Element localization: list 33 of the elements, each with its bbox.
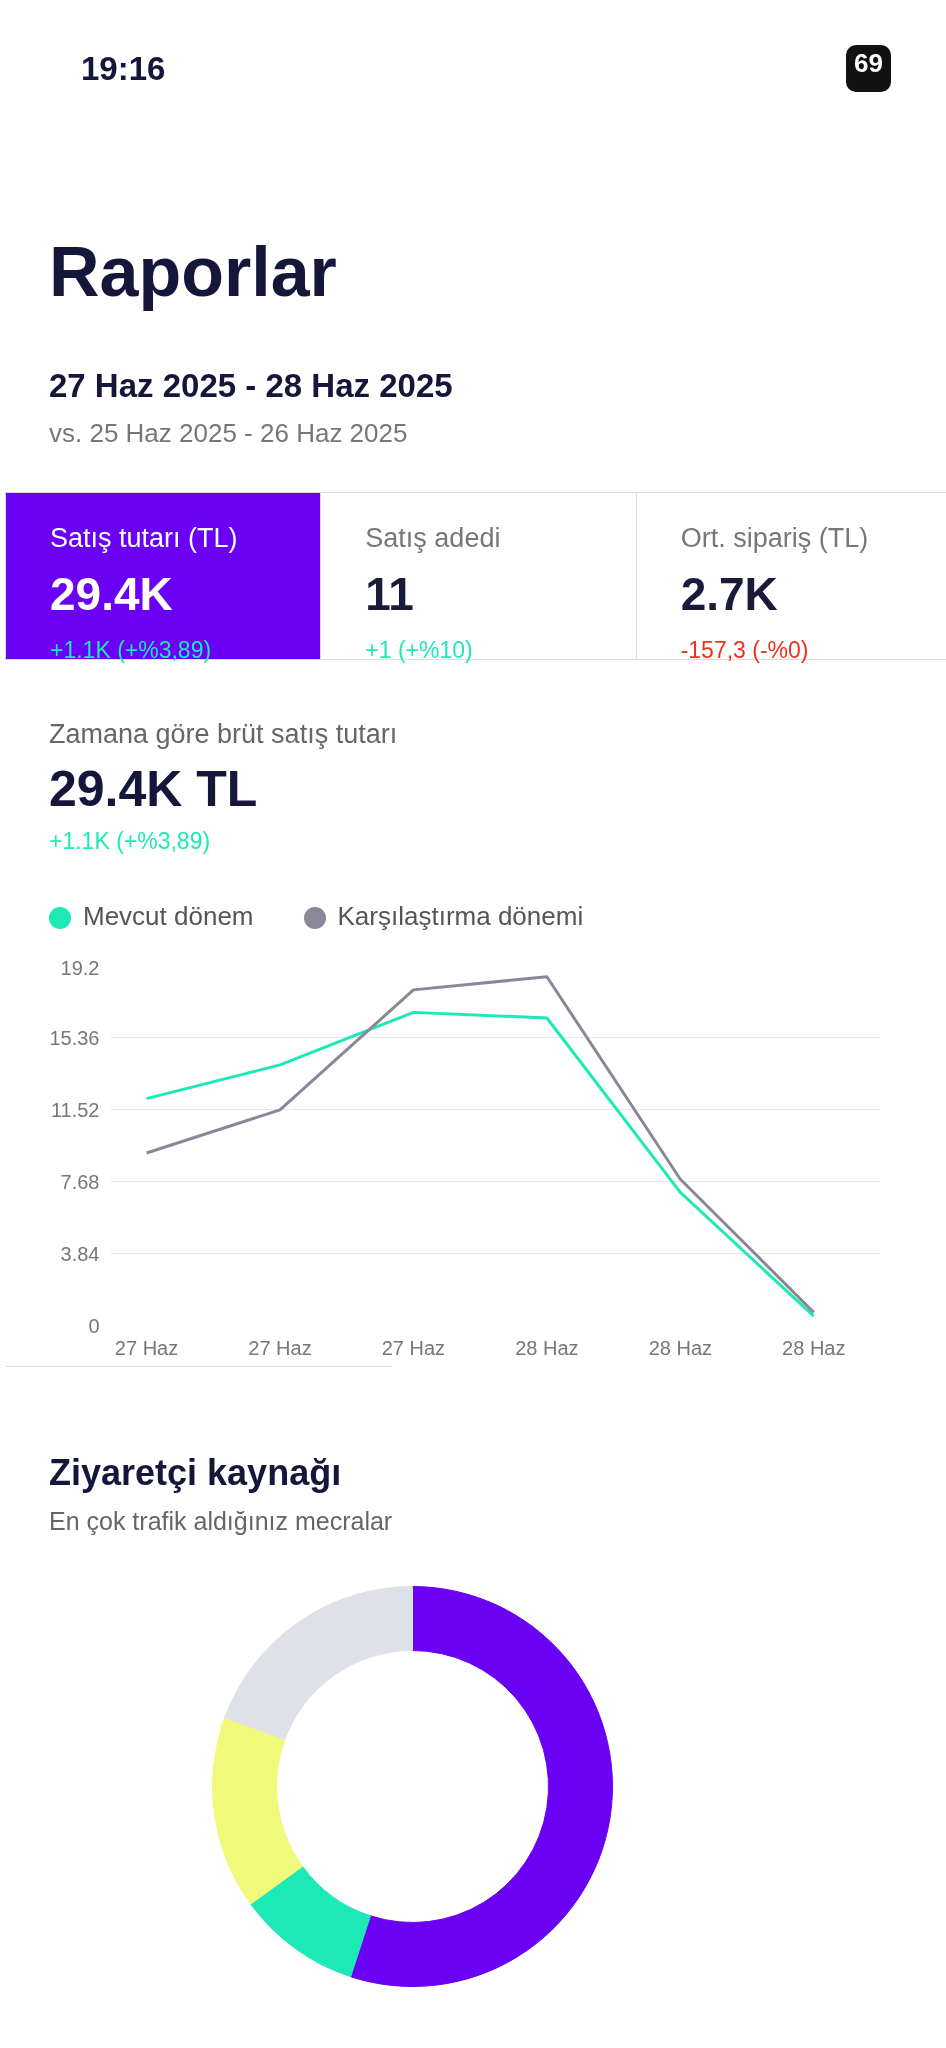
text: vs. 25 Haz 2025 - 26 Haz 2025 bbox=[48, 417, 409, 451]
text: 69 bbox=[846, 45, 891, 93]
text: 27 Haz 2025 - 28 Haz 2025 bbox=[48, 366, 454, 407]
text: Ort. sipariş (TL) bbox=[680, 522, 870, 556]
text: 2.7K bbox=[680, 567, 779, 622]
text: 29.4K bbox=[50, 567, 174, 622]
text: -157,3 (-%0) bbox=[680, 635, 810, 665]
text: Satış adedi bbox=[365, 522, 502, 556]
x-tick-label: 28 Haz bbox=[648, 1336, 713, 1359]
legend-label: Karşılaştırma dönemi bbox=[336, 899, 584, 933]
x-tick-label: 28 Haz bbox=[515, 1336, 579, 1359]
text: Satış tutarı (TL) bbox=[50, 522, 239, 556]
chart-title: Ziyaretçi kaynağı bbox=[49, 1451, 343, 1495]
text: +1.1K (+%3,89) bbox=[49, 827, 212, 856]
y-tick-label: 15.36 bbox=[49, 1026, 100, 1049]
legend-label: Mevcut dönem bbox=[82, 899, 254, 933]
text: +1.1K (+%3,89) bbox=[50, 635, 213, 665]
y-tick-label: 0 bbox=[88, 1314, 100, 1337]
chart-subtitle: 29.4K TL bbox=[49, 759, 259, 819]
chart-subtitle: En çok trafik aldığınız mecralar bbox=[49, 1506, 393, 1538]
text: +1 (+%10) bbox=[365, 635, 474, 665]
y-tick-label: 7.68 bbox=[60, 1170, 100, 1193]
text: 19:16 bbox=[81, 49, 166, 89]
x-tick-label: 28 Haz bbox=[782, 1336, 846, 1359]
chart-title: Zamana göre brüt satış tutarı bbox=[49, 718, 399, 751]
text: Raporlar bbox=[48, 232, 338, 314]
text: 11 bbox=[365, 567, 415, 622]
x-tick-label: 27 Haz bbox=[114, 1336, 179, 1359]
y-tick-label: 19.2 bbox=[60, 956, 100, 979]
x-tick-label: 27 Haz bbox=[248, 1336, 312, 1359]
x-tick-label: 27 Haz bbox=[381, 1336, 446, 1359]
y-tick-label: 11.52 bbox=[50, 1098, 100, 1121]
y-tick-label: 3.84 bbox=[60, 1242, 100, 1265]
